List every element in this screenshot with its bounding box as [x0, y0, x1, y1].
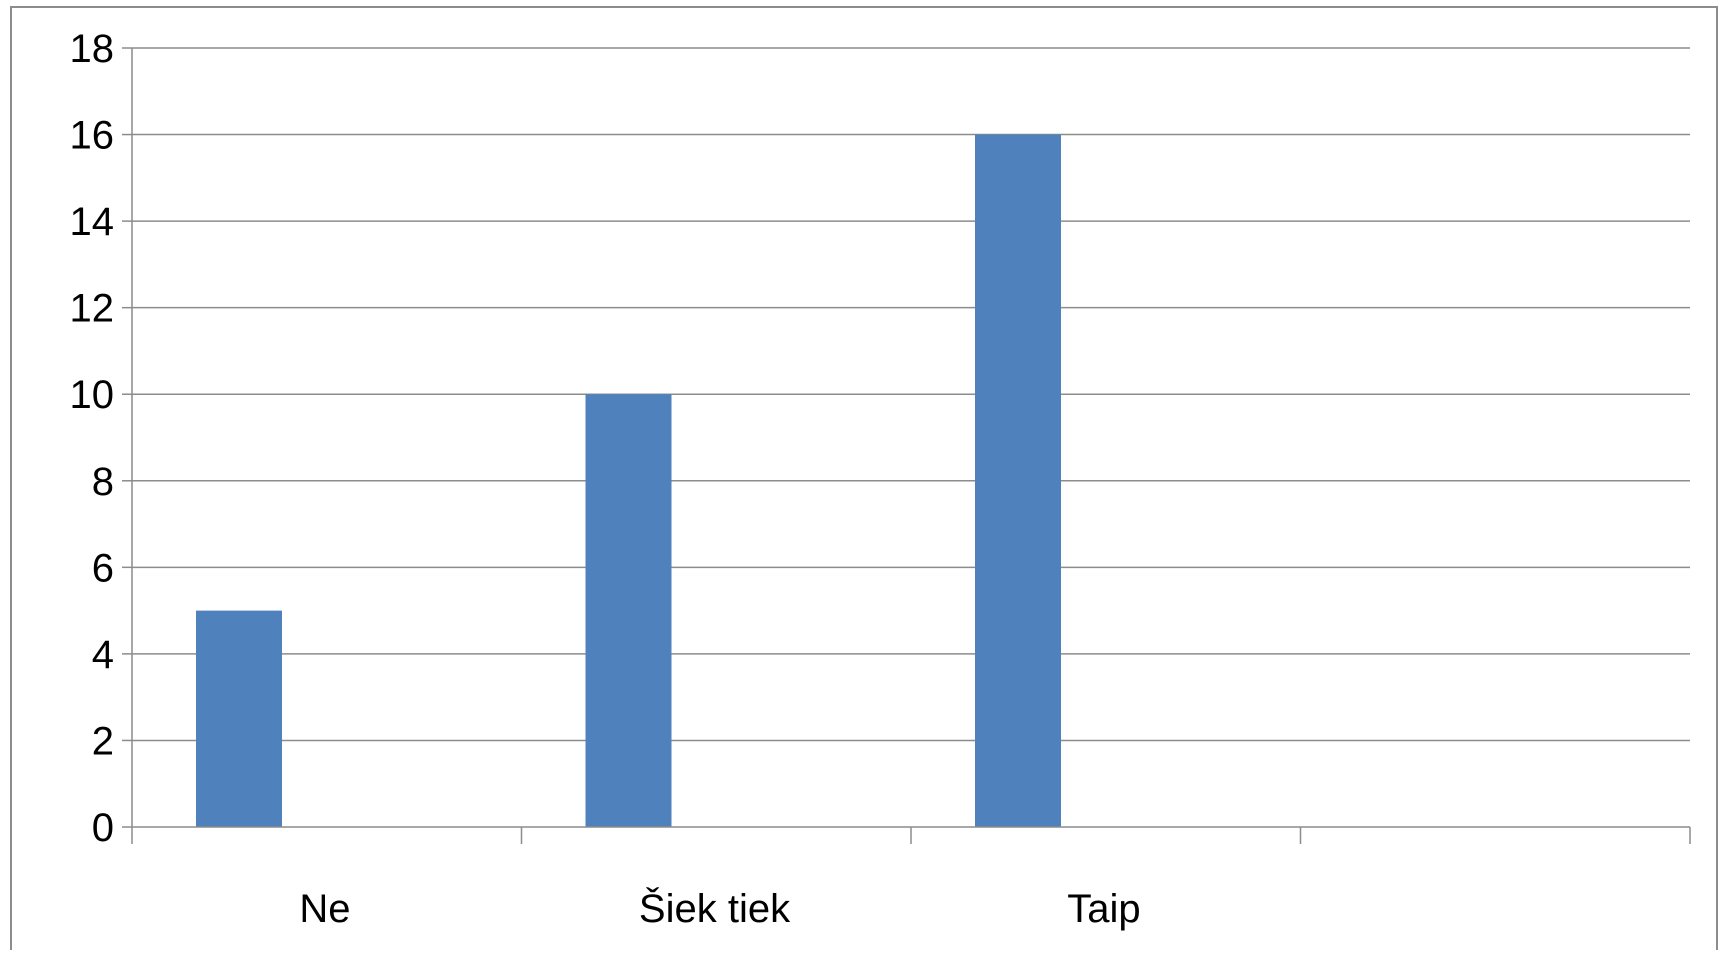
bar-1	[196, 610, 282, 827]
tick-labels: 0 2 4 6 8 10 12 14 16 18 Ne Šiek tiek Taip	[70, 27, 1141, 931]
axes	[122, 47, 1691, 844]
y-tick-label: 6	[92, 546, 114, 590]
y-tick-label: 2	[92, 719, 114, 763]
y-tick-label: 16	[70, 114, 115, 158]
gridlines	[132, 47, 1690, 742]
bars	[196, 134, 1061, 828]
y-tick-label: 10	[70, 373, 115, 417]
x-tick-label: Ne	[299, 887, 350, 931]
y-tick-label: 8	[92, 460, 114, 504]
x-tick-label: Taip	[1067, 887, 1140, 931]
y-tick-label: 14	[70, 200, 115, 244]
chart-frame	[10, 6, 1718, 950]
y-tick-label: 0	[92, 806, 114, 850]
bar-3	[975, 134, 1061, 828]
x-tick-label: Šiek tiek	[639, 886, 791, 931]
y-tick-label: 4	[92, 633, 114, 677]
y-tick-label: 18	[70, 27, 115, 71]
bar-2	[585, 394, 672, 827]
y-tick-label: 12	[70, 287, 115, 331]
